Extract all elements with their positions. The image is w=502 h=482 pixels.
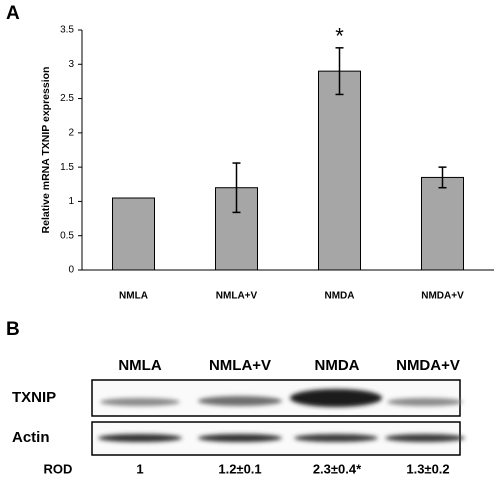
band [294,434,378,442]
band [385,434,465,442]
y-tick-label: 0 [68,265,74,276]
x-tick-label: NMDA [325,291,355,302]
y-tick-label: 2 [68,127,74,138]
rod-value: 1 [136,461,143,476]
band [198,396,282,406]
lane-label: NMLA [118,357,161,374]
band [98,434,182,442]
band [198,434,282,442]
bands [98,389,465,442]
y-tick-label: 3.5 [60,25,74,36]
annotation: * [335,24,344,49]
y-tick-label: 1.5 [60,162,74,173]
rod-value: 2.3±0.4* [313,461,362,476]
lane-label: NMLA+V [209,357,271,374]
bar [112,197,155,271]
lane-label: NMDA [315,357,360,374]
x-tick-label: NMLA [119,291,148,302]
y-tick-label: 3 [68,59,74,70]
row-label: TXNIP [12,389,56,406]
bar [318,70,361,271]
y-tick-label: 1 [68,196,74,207]
y-tick-label: 0.5 [60,230,74,241]
x-tick-label: NMDA+V [421,291,464,302]
rod-value: 1.3±0.2 [406,461,449,476]
band [100,398,180,406]
y-axis-label: Relative mRNA TXNIP expression [40,67,52,234]
x-tick-label: NMLA+V [216,291,258,302]
bar [421,176,464,271]
band [290,389,382,407]
rod-value: 1.2±0.1 [218,461,261,476]
lane-label: NMDA+V [396,357,460,374]
row-label: Actin [12,429,50,446]
blot-box [91,379,461,417]
y-tick-label: 2.5 [60,93,74,104]
panel-label: A [6,3,20,24]
rod-label: ROD [44,461,73,476]
band [387,398,463,406]
panel-label: B [6,319,20,340]
